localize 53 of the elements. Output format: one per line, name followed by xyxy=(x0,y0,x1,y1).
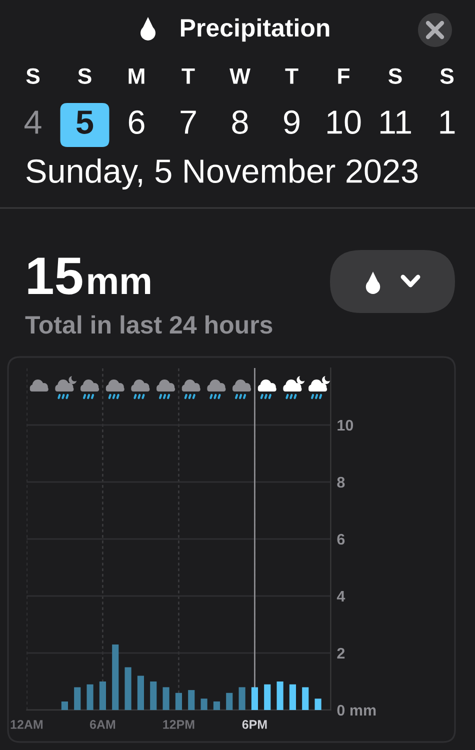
x-tick-label: 12AM xyxy=(10,720,43,729)
text: T xyxy=(285,68,298,84)
bar xyxy=(124,667,132,710)
bar xyxy=(112,644,119,710)
bar xyxy=(302,687,309,710)
bar xyxy=(162,687,170,710)
text: S xyxy=(26,68,40,84)
bar xyxy=(226,692,233,710)
bar xyxy=(175,692,182,710)
y-tick-label: 6 xyxy=(337,534,345,545)
text: 9 xyxy=(284,110,300,134)
bar xyxy=(314,698,322,710)
text: 1 xyxy=(440,110,455,134)
text: S xyxy=(388,68,402,84)
x-tick-label: 12PM xyxy=(163,720,194,729)
bar xyxy=(276,682,284,710)
bar xyxy=(251,687,258,710)
bar xyxy=(238,687,246,710)
text: mm xyxy=(88,274,150,294)
y-tick-label: 2 xyxy=(337,648,345,659)
bar xyxy=(289,684,296,710)
text: 6 xyxy=(128,110,144,134)
y-tick-label: 0 mm xyxy=(337,704,376,716)
x-tick-label: 6AM xyxy=(90,720,116,729)
bar xyxy=(200,698,208,710)
text: 8 xyxy=(232,110,248,134)
bar xyxy=(99,682,106,710)
text: T xyxy=(182,68,195,84)
text: 5 xyxy=(76,110,94,134)
text: M xyxy=(128,68,144,84)
bar xyxy=(74,687,81,710)
chart-title: Precipitation xyxy=(180,18,330,42)
text: 11 xyxy=(380,110,411,134)
bar xyxy=(61,701,68,710)
text: W xyxy=(230,68,250,84)
bar xyxy=(150,682,157,710)
bar xyxy=(264,684,271,710)
bar xyxy=(86,684,94,710)
text: 4 xyxy=(24,110,42,134)
y-tick-label: 10 xyxy=(338,420,354,431)
text: 7 xyxy=(180,110,196,134)
text: S xyxy=(78,68,92,84)
bar xyxy=(137,676,144,710)
text: 15 xyxy=(28,258,82,295)
text: S xyxy=(440,68,454,84)
text: Total in last 24 hours xyxy=(25,315,272,334)
chart-subtitle: Sunday, 5 November 2023 xyxy=(26,158,418,190)
text: F xyxy=(338,68,350,84)
bar xyxy=(213,701,220,710)
y-tick-label: 8 xyxy=(337,476,345,488)
bar xyxy=(188,690,195,710)
x-tick-label: 6PM xyxy=(242,720,267,729)
y-tick-label: 4 xyxy=(336,591,346,602)
